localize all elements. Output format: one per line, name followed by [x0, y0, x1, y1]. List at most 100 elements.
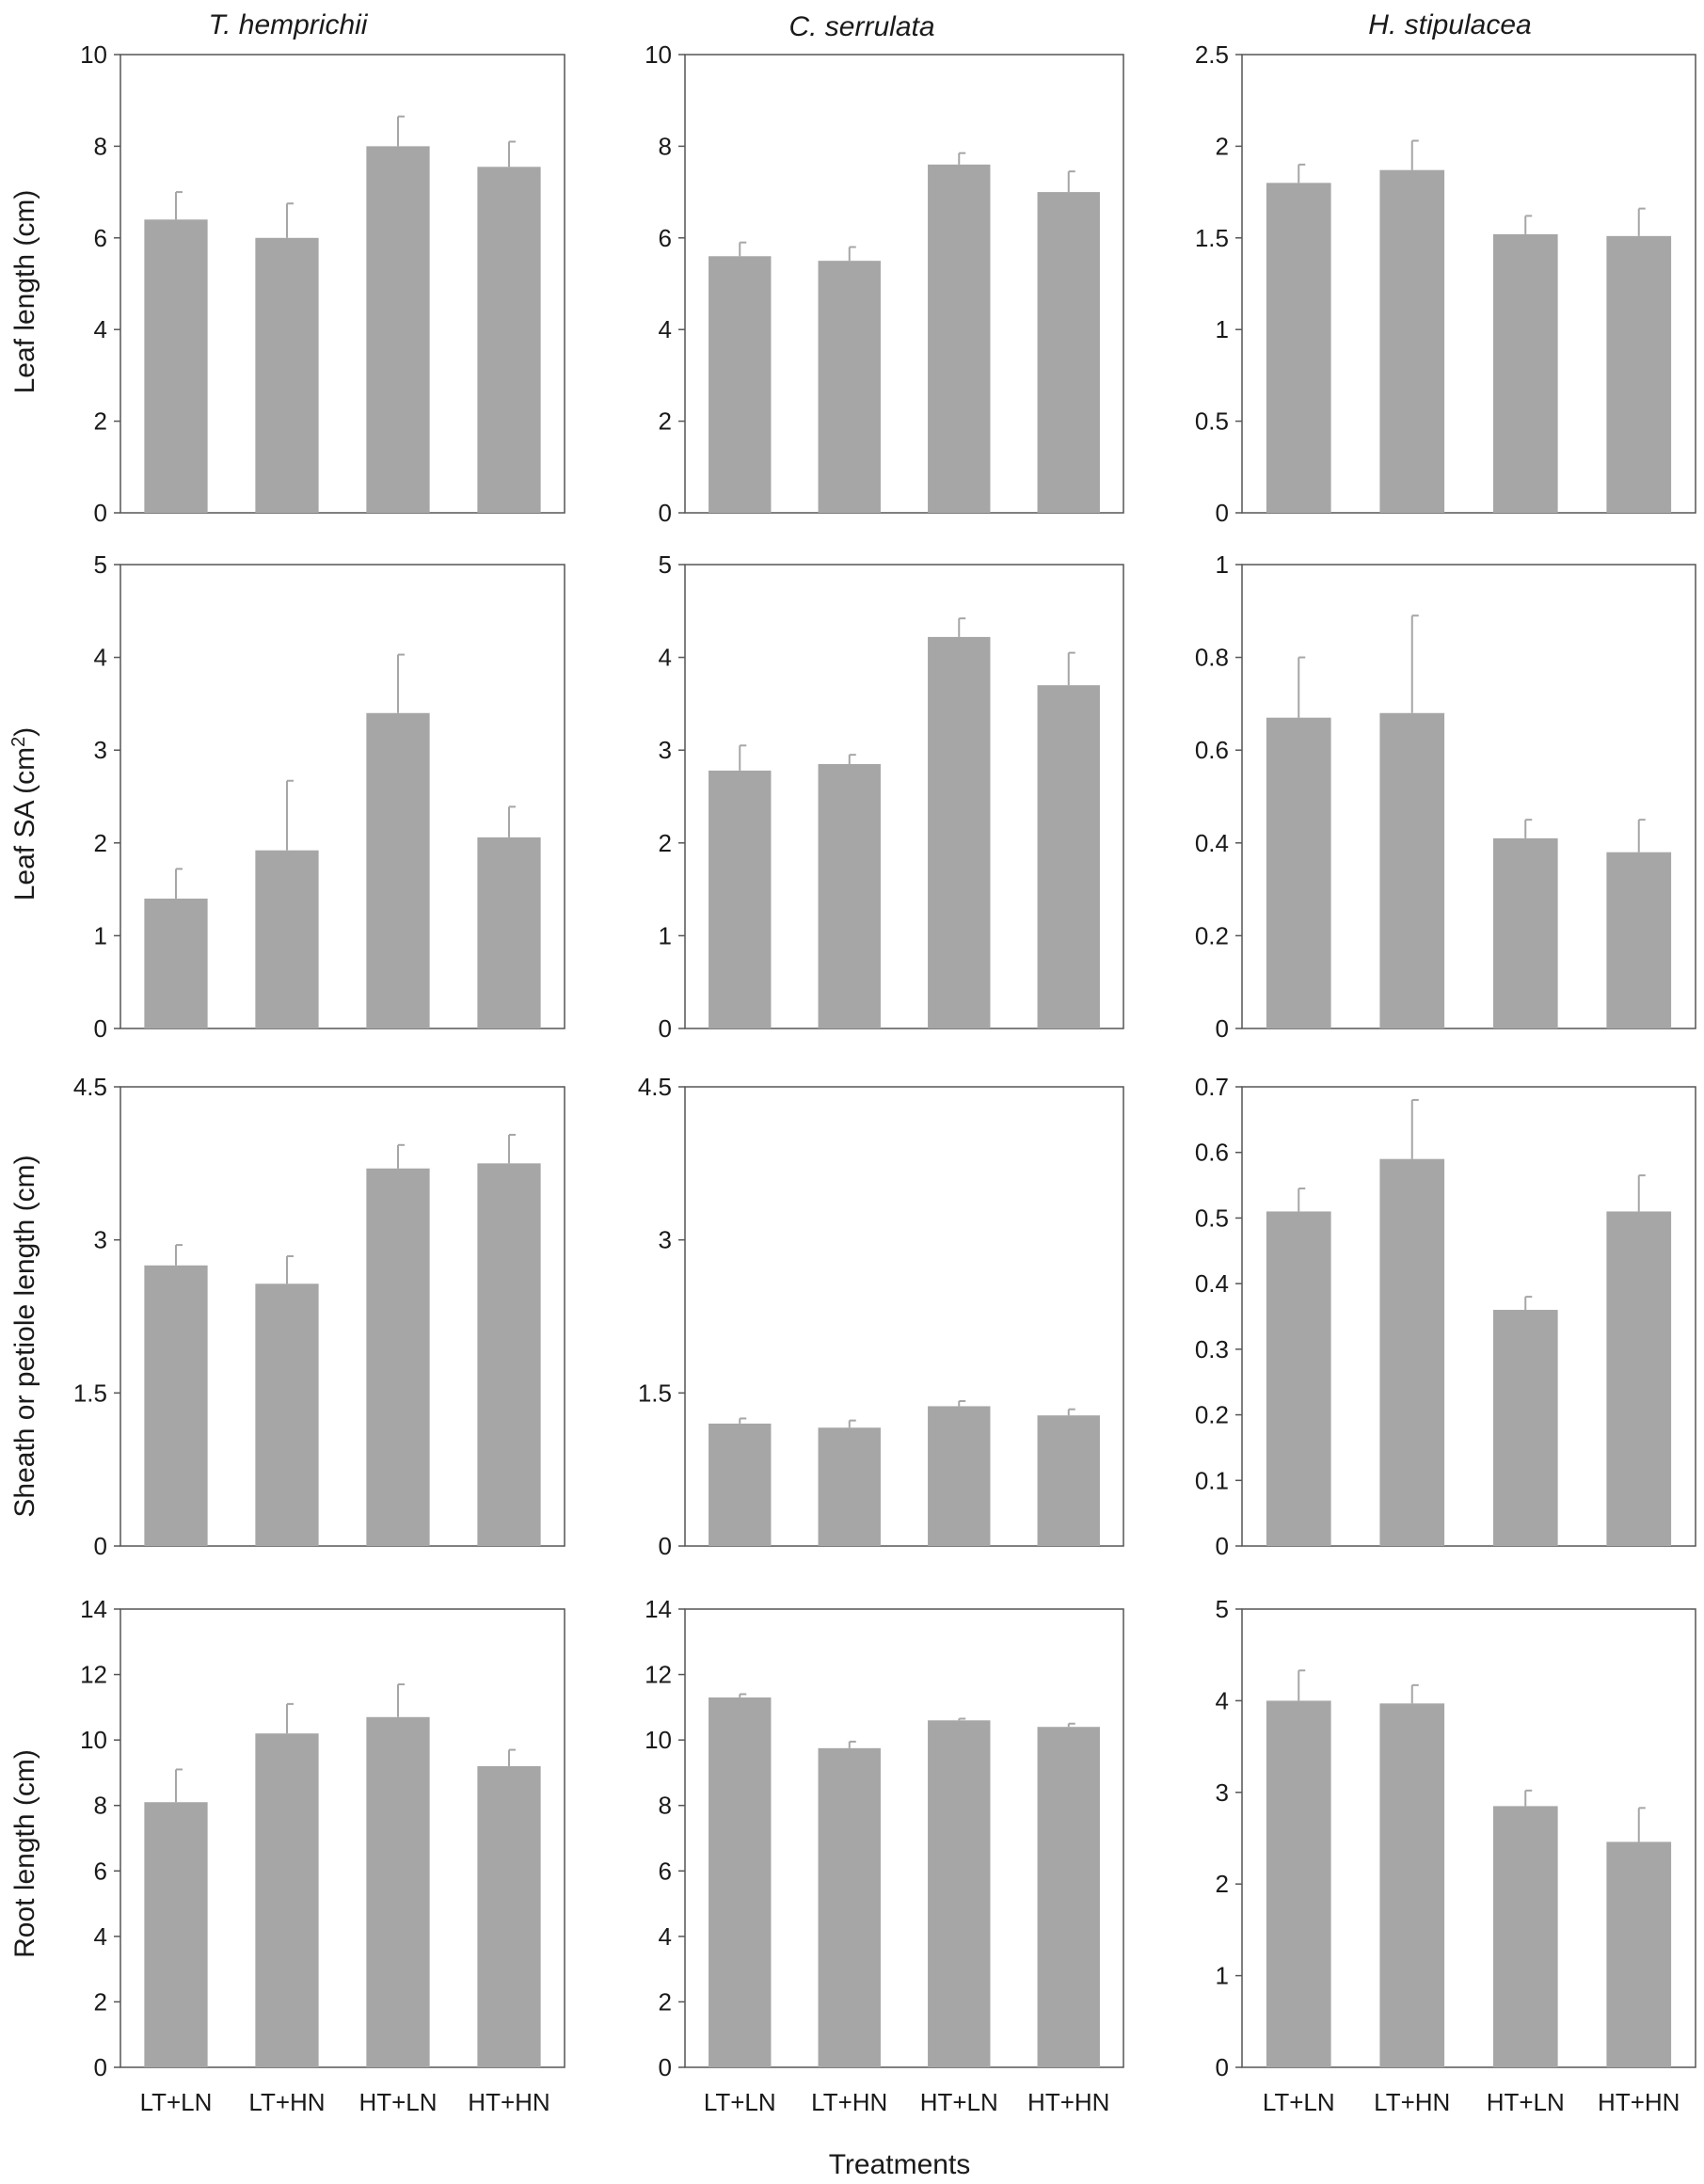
panel-r1-c3-ytick-label: 1.5 — [1195, 224, 1229, 252]
panel-r2-c3-bar-lt-hn — [1379, 712, 1445, 1028]
panel-r1-c3-frame — [1241, 54, 1696, 514]
panel-r3-c2-bar-lt-ln — [709, 1423, 772, 1546]
panel-r4-c2-bar-ht-ln — [928, 1720, 991, 2067]
panel-r3-c2-ytick-label: 1.5 — [638, 1379, 672, 1407]
panel-r3-c3-frame — [1241, 1086, 1696, 1547]
panel-r2-c3-bar-ht-hn — [1606, 852, 1672, 1028]
panel-r2-c3-ytick-label: 0.6 — [1195, 736, 1229, 764]
panel-r2-c3-bar-ht-ln — [1492, 837, 1558, 1028]
panel-r3-c2-bar-ht-hn — [1037, 1415, 1100, 1546]
column-title-2: C. serrulata — [788, 11, 934, 42]
panel-r3-c3-ytick-label: 0.4 — [1195, 1269, 1229, 1298]
panel-r2-c1-bar-ht-hn — [477, 837, 541, 1028]
panel-r1-c1: 0 2 4 6 8 10 — [80, 40, 565, 527]
panel-r4-c3-bar-lt-hn — [1379, 1703, 1445, 2067]
panel-r3-c3-ytick-label: 0.6 — [1195, 1139, 1229, 1167]
panel-r3-c3-ytick-label: 0 — [1216, 1532, 1229, 1560]
panel-r2-c3-ytick-label: 0.8 — [1195, 644, 1229, 672]
panel-r3-c1-bar-ht-hn — [477, 1163, 541, 1546]
panel-r2-c1-ytick-label: 5 — [94, 550, 107, 579]
panel-r2-c2-ytick-label: 2 — [659, 829, 672, 857]
panel-r2-c1-ytick-label: 3 — [94, 736, 107, 764]
panel-r4-c3-frame — [1241, 1608, 1696, 2068]
panel-r3-c3-ytick-label: 0.7 — [1195, 1073, 1229, 1101]
panel-r2-c3-ytick-label: 0.4 — [1195, 829, 1229, 857]
panel-r4-c2: 0 2 4 6 8 10 12 14 LT+LN LT+HN HT+LN HT+HN — [645, 1595, 1124, 2116]
panel-r1-c2-bar-ht-ln — [928, 164, 991, 513]
panel-r1-c2-bar-lt-hn — [818, 261, 881, 513]
panel-r1-c2-ytick-label: 8 — [659, 132, 672, 160]
panel-r1-c3-bar-lt-ln — [1266, 183, 1331, 514]
panel-r3-c3-ytick-label: 0.3 — [1195, 1335, 1229, 1363]
panel-r3-c1-ytick-label: 0 — [94, 1532, 107, 1560]
panel-r4-c2-ytick-label: 4 — [659, 1922, 672, 1951]
panel-r2-c2-ytick-label: 5 — [659, 550, 672, 579]
panel-r4-c2-frame — [684, 1608, 1124, 2068]
panel-r4-c2-category-label: HT+HN — [1027, 2088, 1109, 2116]
panel-r3-c3-bar-lt-hn — [1379, 1158, 1445, 1546]
panel-r4-c2-bar-ht-hn — [1037, 1727, 1100, 2067]
panel-r3-c1-bar-ht-ln — [366, 1168, 430, 1546]
panel-r4-c1: 0 2 4 6 8 10 12 14 LT+LN LT+HN HT+LN HT+HN — [80, 1595, 565, 2116]
panel-r2-c1-ytick-label: 1 — [94, 921, 107, 949]
panel-r4-c2-bar-lt-hn — [818, 1747, 881, 2067]
panel-r4-c1-frame — [119, 1608, 565, 2068]
panel-r2-c2-ytick-label: 4 — [659, 644, 672, 672]
panel-r1-c1-ytick-label: 6 — [94, 224, 107, 252]
panel-r1-c1-ytick-label: 10 — [80, 40, 107, 69]
panel-r4-c1-ytick-label: 10 — [80, 1726, 107, 1754]
panel-r1-c3-bar-lt-hn — [1379, 169, 1445, 513]
panel-r4-c3-ytick-label: 0 — [1216, 2053, 1229, 2081]
panel-r1-c2-frame — [684, 54, 1124, 514]
panel-r4-c1-category-label: HT+LN — [358, 2088, 437, 2116]
row-ylabel-1: Leaf length (cm) — [9, 190, 40, 394]
panel-r4-c2-ytick-label: 10 — [645, 1726, 672, 1754]
panel-r4-c3-category-label: LT+LN — [1263, 2088, 1335, 2116]
panel-r4-c2-ytick-label: 8 — [659, 1792, 672, 1820]
panel-r4-c2-ytick-label: 12 — [645, 1661, 672, 1689]
panel-r1-c2-bar-ht-hn — [1037, 192, 1100, 513]
panel-r2-c3: 0 0.2 0.4 0.6 0.8 1 — [1195, 550, 1696, 1043]
panel-r1-c1-bar-lt-ln — [144, 219, 208, 513]
panel-r4-c1-bar-lt-hn — [255, 1733, 319, 2067]
panel-r3-c2-frame — [684, 1086, 1124, 1547]
panel-r3-c1-frame — [119, 1086, 565, 1547]
panel-r1-c2-ytick-label: 0 — [659, 499, 672, 527]
panel-r1-c1-ytick-label: 4 — [94, 315, 107, 343]
panel-r3-c2-ytick-label: 0 — [659, 1532, 672, 1560]
panel-r4-c1-ytick-label: 2 — [94, 1987, 107, 2016]
panel-r2-c1-ytick-label: 2 — [94, 829, 107, 857]
panel-r1-c3-ytick-label: 0 — [1216, 499, 1229, 527]
row-ylabel-2-close: ) — [9, 727, 40, 737]
panel-r3-c1: 0 1.5 3 4.5 — [73, 1073, 565, 1560]
panel-r4-c1-bar-lt-ln — [144, 1802, 208, 2067]
panel-r3-c1-ytick-label: 1.5 — [73, 1379, 107, 1407]
panel-r2-c2-bar-ht-ln — [928, 636, 991, 1028]
panel-r2-c2-bar-lt-ln — [709, 770, 772, 1028]
panel-r4-c2-bar-lt-ln — [709, 1697, 772, 2067]
panel-r4-c1-category-label: HT+HN — [468, 2088, 549, 2116]
panel-r2-c1-ytick-label: 4 — [94, 644, 107, 672]
panel-r4-c2-category-label: LT+HN — [811, 2088, 887, 2116]
panel-r4-c2-category-label: HT+LN — [920, 2088, 998, 2116]
panel-r4-c1-ytick-label: 8 — [94, 1792, 107, 1820]
panel-r2-c2-frame — [684, 564, 1124, 1029]
panel-r3-c3-ytick-label: 0.1 — [1195, 1466, 1229, 1494]
panel-r4-c2-ytick-label: 14 — [645, 1595, 672, 1623]
panel-r4-c2-ytick-label: 2 — [659, 1987, 672, 2016]
panel-r4-c3-category-label: LT+HN — [1374, 2088, 1450, 2116]
panel-r2-c3-ytick-label: 0.2 — [1195, 921, 1229, 949]
panel-r1-c1-frame — [119, 54, 565, 514]
panel-r4-c1-category-label: LT+LN — [140, 2088, 213, 2116]
panel-r2-c1-ytick-label: 0 — [94, 1014, 107, 1043]
panel-r4-c1-bar-ht-hn — [477, 1765, 541, 2067]
row-ylabel-2-text: Leaf SA (cm — [9, 747, 40, 901]
panel-r1-c2-ytick-label: 4 — [659, 315, 672, 343]
panel-r1-c2-ytick-label: 2 — [659, 407, 672, 436]
panel-r2-c1-bar-lt-ln — [144, 898, 208, 1028]
panel-r4-c2-ytick-label: 6 — [659, 1857, 672, 1885]
panel-r1-c3-bar-ht-hn — [1606, 235, 1672, 514]
panel-r3-c1-ytick-label: 4.5 — [73, 1073, 107, 1101]
row-ylabel-4: Root length (cm) — [9, 1749, 40, 1958]
